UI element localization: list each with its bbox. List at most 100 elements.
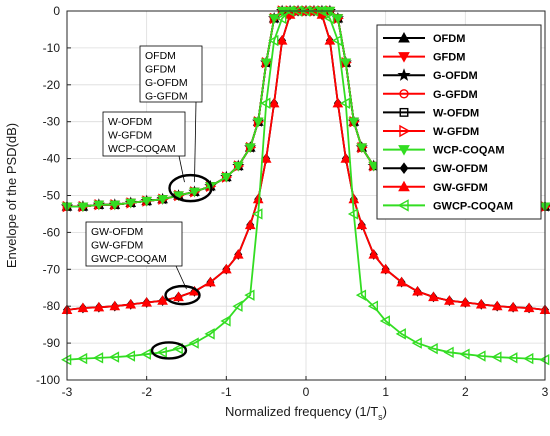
- marker-triangle-up: [475, 298, 487, 309]
- marker-triangle-left: [156, 346, 167, 359]
- y-tick-label: -80: [43, 299, 61, 313]
- x-tick-label: -3: [62, 385, 73, 399]
- marker-triangle-up: [276, 34, 288, 45]
- marker-triangle-left: [475, 350, 486, 362]
- y-tick-label: -90: [43, 336, 61, 350]
- legend-entry: G-OFDM: [383, 68, 478, 82]
- marker-triangle-up: [173, 291, 184, 302]
- marker-triangle-left: [355, 289, 367, 301]
- legend-entry: WCP-COQAM: [383, 145, 505, 157]
- marker-triangle-up: [220, 263, 232, 274]
- annotation-box: [139, 45, 203, 103]
- y-tick-label: -100: [36, 373, 60, 387]
- y-tick-label: 0: [53, 4, 60, 18]
- annotation-leader: [194, 101, 197, 183]
- marker-triangle-up: [93, 301, 105, 312]
- marker-triangle-up: [398, 180, 410, 192]
- marker-triangle-left: [232, 300, 243, 312]
- marker-triangle-down: [189, 187, 200, 198]
- marker-triangle-down: [220, 172, 232, 183]
- x-axis-label: Normalized frequency (1/Ts): [225, 404, 387, 422]
- marker-triangle-left: [347, 208, 359, 220]
- legend-label: W-OFDM: [433, 107, 479, 119]
- marker-triangle-left: [331, 34, 343, 47]
- y-tick-label: -40: [43, 152, 61, 166]
- annotation-text: W-GFDM: [108, 130, 152, 142]
- marker-triangle-down: [157, 195, 168, 205]
- legend-entry: OFDM: [383, 31, 465, 45]
- legend-label: GW-GFDM: [433, 182, 488, 194]
- marker-diamond: [399, 162, 409, 175]
- marker-triangle-up: [324, 34, 336, 45]
- legend-label: OFDM: [433, 33, 465, 45]
- marker-triangle-up: [268, 97, 280, 108]
- x-tick-label: -2: [141, 385, 152, 399]
- legend-entry: GW-GFDM: [383, 180, 488, 194]
- legend-entry: W-GFDM: [383, 124, 479, 138]
- marker-triangle-left: [252, 208, 263, 220]
- marker-triangle-up: [244, 219, 256, 230]
- marker-triangle-down: [332, 14, 344, 24]
- annotation-box: [102, 111, 186, 157]
- marker-triangle-down: [244, 143, 256, 154]
- annotation-box: [85, 221, 183, 267]
- marker-triangle-down: [125, 198, 137, 209]
- marker-triangle-left: [459, 348, 470, 360]
- annotation-text: GWCP-COQAM: [91, 253, 167, 265]
- annotation-ellipse: [150, 341, 188, 360]
- marker-triangle-down: [93, 200, 105, 211]
- marker-triangle-down: [109, 200, 121, 211]
- marker-triangle-up: [332, 97, 344, 108]
- tick-labels: -3 -2 -1 0 1 2 30-10-20-30-40-50-60-70-80-90-1…: [36, 4, 549, 399]
- marker-triangle-up: [157, 295, 168, 305]
- x-axis-label-sub: s: [378, 412, 383, 422]
- x-tick-label: -1: [221, 385, 232, 399]
- x-tick-label: 3: [542, 385, 549, 399]
- legend-label: GW-OFDM: [433, 163, 488, 175]
- marker-triangle-left: [395, 328, 406, 340]
- marker-triangle-left: [268, 34, 279, 47]
- marker-triangle-up: [368, 249, 380, 259]
- y-axis-label: Envelope of the PSD(dB): [4, 123, 19, 268]
- annotation-text: GFDM: [145, 64, 176, 76]
- marker-square: [399, 107, 409, 117]
- legend-label: W-GFDM: [433, 126, 479, 138]
- marker-triangle-left: [188, 337, 199, 349]
- legend-label: GFDM: [433, 52, 465, 64]
- marker-triangle-down: [232, 161, 244, 172]
- legend-entry: G-GFDM: [383, 89, 478, 101]
- annotation-leader: [175, 265, 187, 290]
- annotation-text: G-OFDM: [145, 77, 188, 89]
- y-tick-label: -30: [43, 115, 61, 129]
- marker-triangle-down: [348, 117, 360, 128]
- marker-triangle-down: [368, 161, 380, 172]
- legend-label: G-GFDM: [433, 89, 478, 101]
- marker-triangle-up: [380, 263, 392, 274]
- marker-triangle-up: [356, 219, 368, 230]
- marker-triangle-up: [428, 291, 439, 302]
- y-tick-label: -50: [43, 189, 61, 203]
- marker-triangle-left: [244, 289, 255, 301]
- marker-triangle-left: [323, 12, 335, 25]
- marker-triangle-up: [109, 300, 121, 311]
- marker-star: [397, 68, 411, 81]
- marker-triangle-left: [276, 12, 287, 25]
- marker-triangle-down: [398, 52, 410, 63]
- marker-triangle-up: [398, 31, 410, 43]
- legend: OFDM GFDM G-OFDM G-GFDM W-OFDM W-GFDM WCP-COQA…: [376, 24, 542, 220]
- annotation-text: GW-OFDM: [91, 226, 143, 238]
- annotation-leader: [178, 155, 185, 183]
- legend-entry: GWCP-COQAM: [383, 199, 513, 212]
- annotation-text: GW-GFDM: [91, 240, 143, 252]
- marker-triangle-up: [77, 302, 89, 313]
- marker-triangle-up: [412, 285, 423, 296]
- annotation-3: [150, 341, 188, 360]
- marker-triangle-left: [491, 351, 502, 363]
- marker-triangle-left: [172, 342, 183, 355]
- marker-triangle-down: [141, 196, 153, 207]
- legend-label: WCP-COQAM: [433, 145, 505, 157]
